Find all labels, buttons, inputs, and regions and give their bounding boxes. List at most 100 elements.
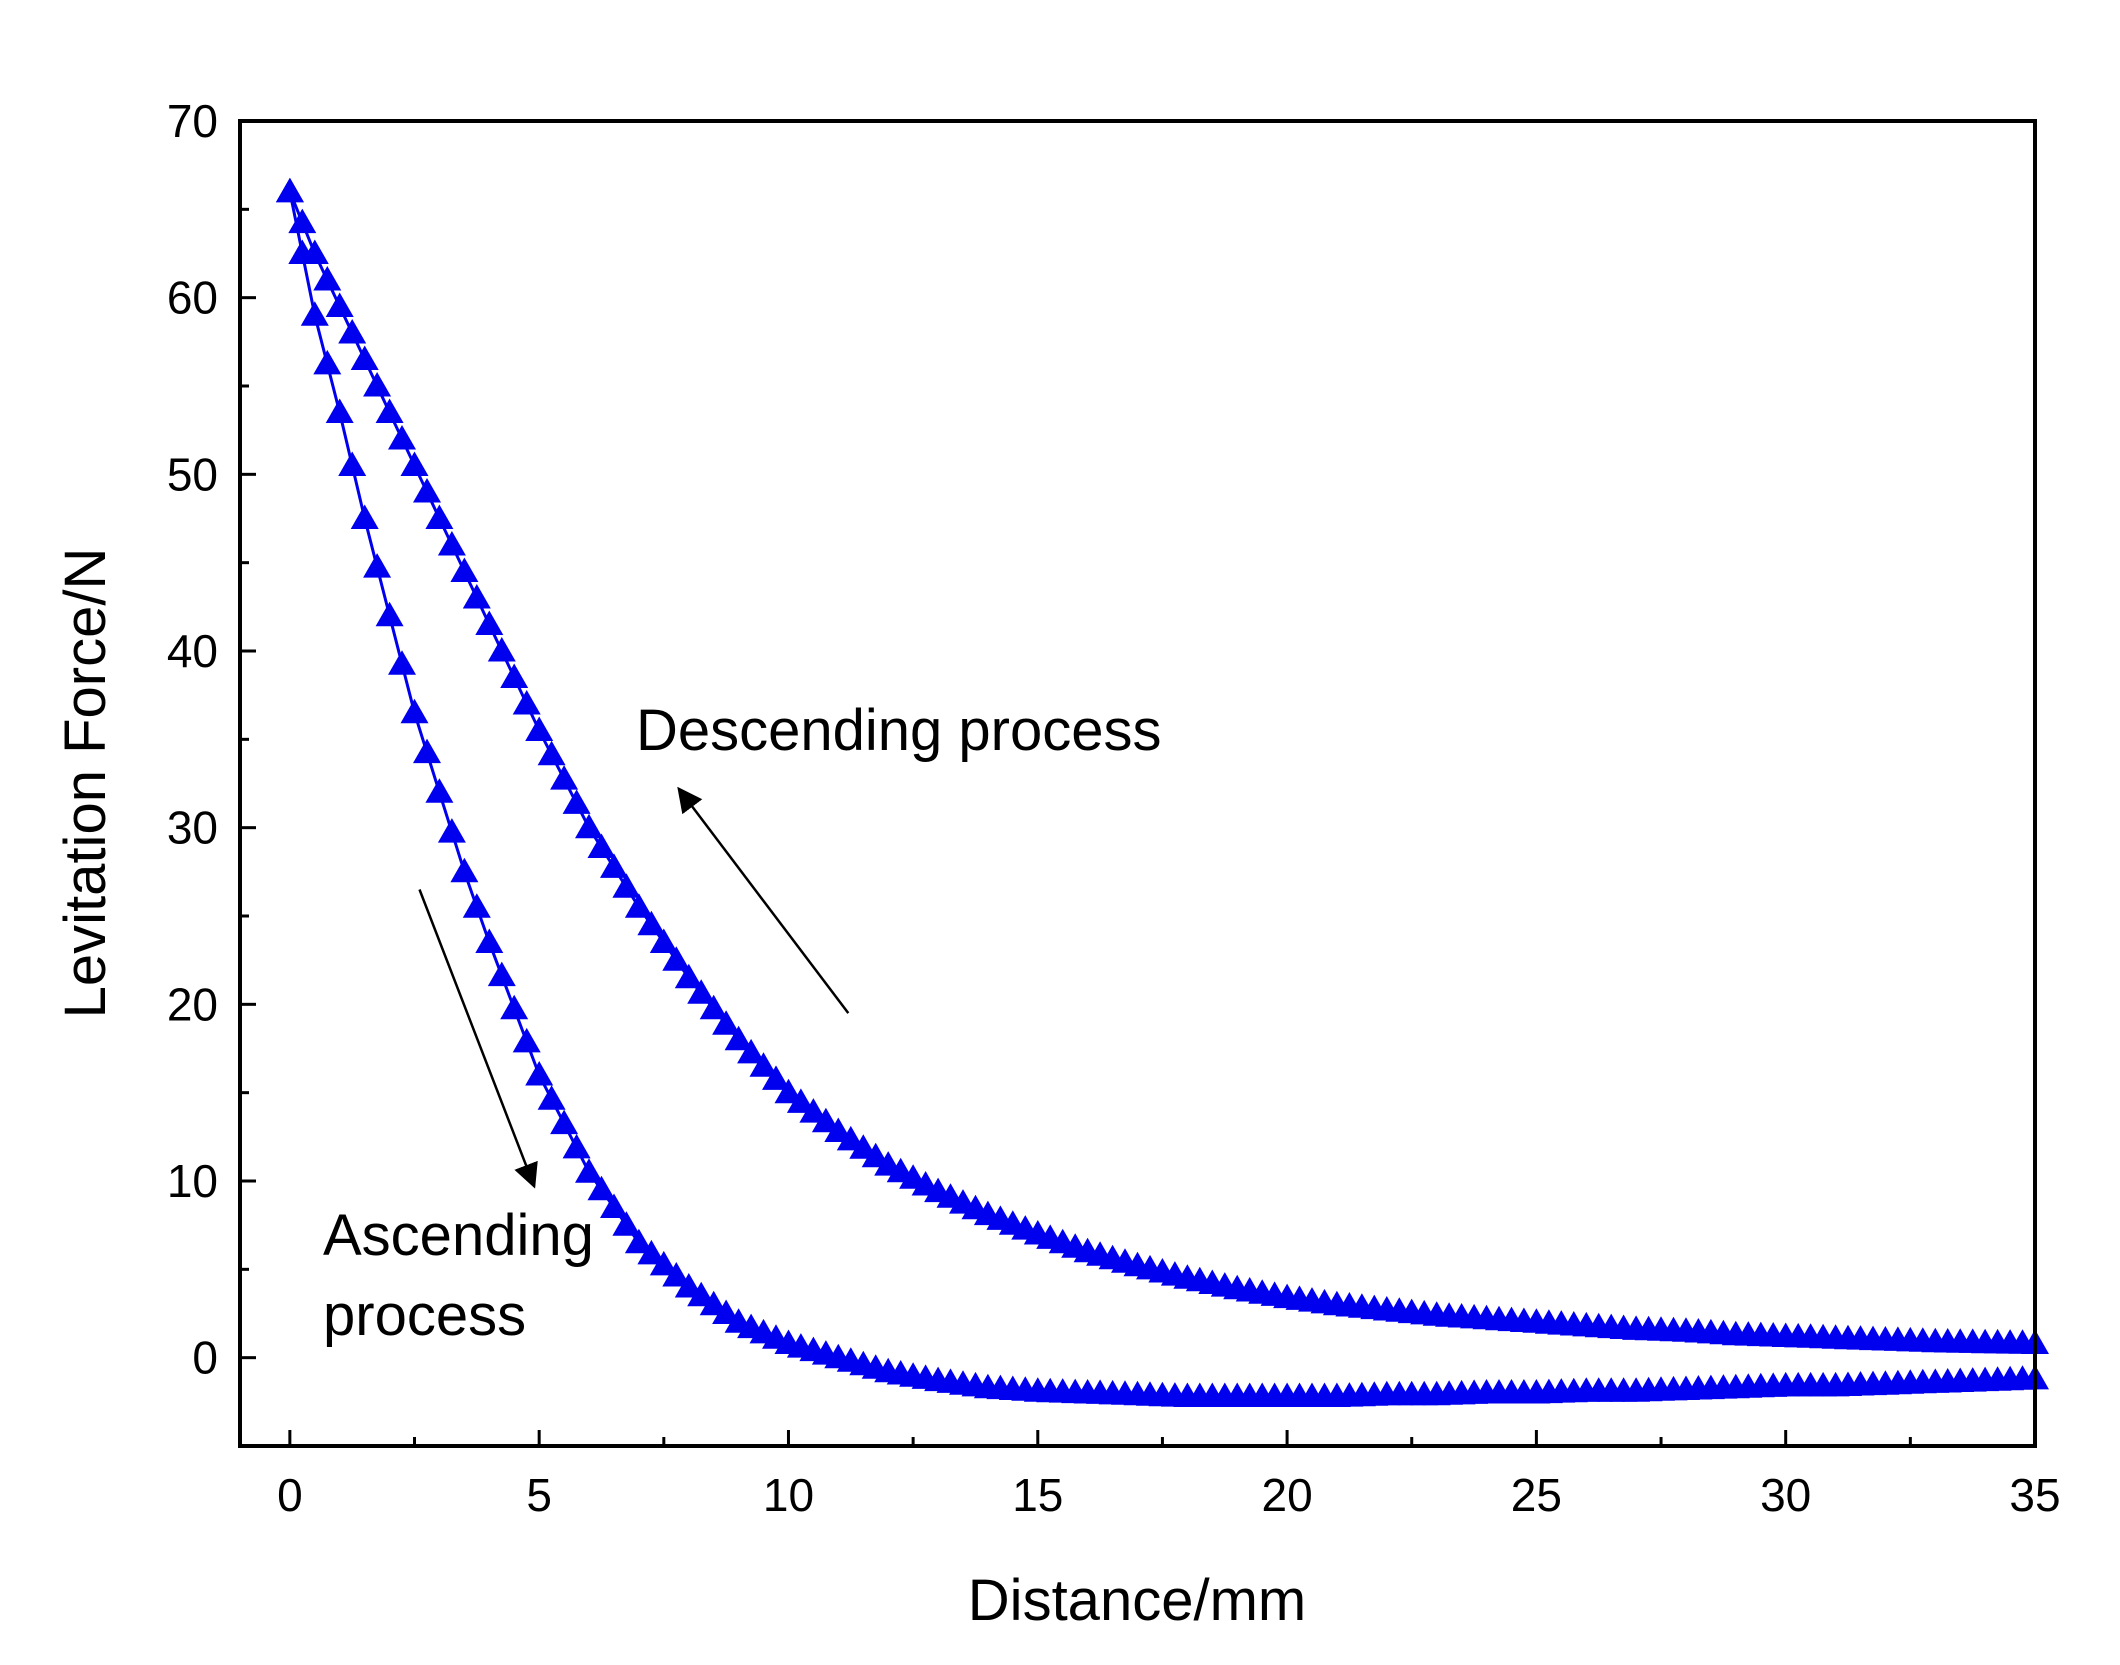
data-point [487,961,516,987]
data-point [338,451,367,476]
data-point [799,1098,828,1123]
data-point [624,893,653,918]
data-point [288,208,317,234]
data-point [712,1010,741,1035]
data-point [712,1299,741,1324]
x-tick-label: 0 [277,1469,303,1521]
data-point [562,789,591,814]
data-point [350,504,379,529]
descending-process-label: Descending process [636,698,1162,763]
data-point [325,398,354,423]
data-point [388,425,416,450]
tick-layer [240,119,2037,1446]
data-point [662,1262,691,1287]
y-tick-label: 40 [167,625,218,677]
data-point [300,301,329,326]
data-point [537,740,566,766]
series-layer [275,177,2049,1407]
x-tick-label: 30 [1760,1469,1811,1521]
data-point [811,1107,840,1133]
y-tick-label: 20 [167,978,218,1030]
data-point [525,1061,554,1086]
data-point [375,398,404,423]
data-point [425,504,454,529]
data-point [350,345,379,370]
y-tick-label: 60 [167,272,218,324]
data-point [749,1052,778,1077]
y-tick-label: 10 [167,1155,218,1207]
ascending-process-label-line1: Ascending [323,1203,594,1268]
data-point [462,893,491,918]
data-point [649,1250,678,1276]
descending-arrow [677,786,850,1014]
series-descending [275,177,2049,1354]
data-point [562,1133,591,1159]
series-ascending [275,177,2049,1407]
x-tick-labels: 0 5 10 15 20 25 30 35 [277,1469,2061,1521]
data-point [313,266,342,291]
data-point [550,765,579,790]
ascending-process-label-line2: process [323,1283,526,1348]
data-point [413,478,441,503]
data-point [762,1065,790,1090]
data-point [550,1109,579,1135]
x-tick-label: 35 [2009,1469,2060,1521]
data-point [425,778,454,803]
data-point [512,690,541,715]
data-point [724,1025,753,1051]
data-point [338,319,367,344]
data-point [637,910,666,936]
data-point [325,292,354,317]
x-tick-label: 20 [1261,1469,1312,1521]
data-point [674,963,703,989]
data-point [487,637,516,662]
data-point [624,1228,653,1254]
data-point [288,239,317,264]
data-point [475,610,504,635]
data-point [687,1281,716,1307]
y-tick-label: 50 [167,448,218,500]
data-point [587,833,616,858]
x-tick-label: 5 [526,1469,552,1521]
data-point [375,601,404,627]
data-point [699,994,728,1020]
data-point [450,557,479,582]
data-point [587,1175,616,1201]
plot-frame [238,119,2037,1448]
data-point [437,818,466,843]
y-axis-title: Levitation Force/N [53,548,118,1019]
data-point [649,928,678,953]
x-tick-label: 25 [1511,1469,1562,1521]
data-point [363,372,392,397]
data-point [437,531,466,556]
y-tick-labels: 0 10 20 30 40 50 60 70 [167,95,218,1384]
data-point [687,979,716,1004]
data-point [512,1027,541,1053]
y-tick-label: 0 [192,1332,218,1384]
data-point [450,857,479,883]
data-point [400,451,429,476]
data-point [600,1193,628,1218]
data-point [637,1239,666,1265]
y-tick-label: 30 [167,802,218,854]
x-tick-label: 15 [1012,1469,1063,1521]
data-point [500,994,529,1020]
data-point [662,946,691,971]
data-point [575,1158,603,1183]
data-point [275,177,304,203]
data-point [600,853,628,878]
data-point [537,1085,566,1110]
data-point [313,349,342,375]
data-point [475,928,504,953]
data-point [500,663,529,688]
data-point [786,1088,815,1113]
data-point [737,1038,766,1064]
x-axis-title: Distance/mm [968,1568,1306,1633]
x-tick-label: 10 [763,1469,814,1521]
data-point [575,813,603,839]
data-point [612,1211,641,1236]
data-point [525,716,554,741]
data-point [400,698,429,724]
